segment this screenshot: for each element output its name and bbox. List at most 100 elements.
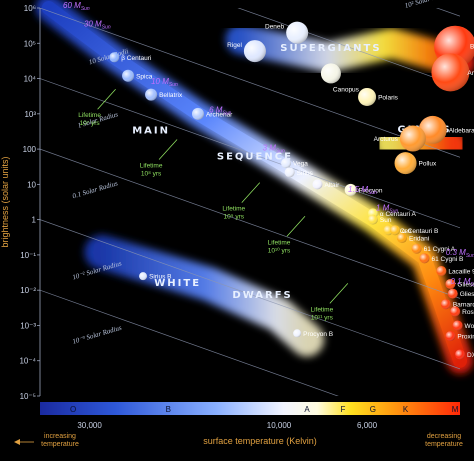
left-arrow-icon	[14, 439, 20, 445]
star-label: Sirius B	[149, 274, 171, 281]
star-pollux: Pollux	[394, 152, 437, 175]
solar-radius-lines	[40, 8, 460, 396]
star-label: Polaris	[378, 94, 399, 101]
star-label: Lacaille 9352	[448, 268, 474, 275]
star-shade	[396, 233, 407, 244]
y-tick-label: 10⁶	[24, 4, 36, 13]
lifetime-label: Lifetime	[140, 163, 163, 170]
star-polaris: Polaris	[358, 87, 399, 106]
star-label: Pollux	[419, 161, 437, 168]
star-shade	[284, 167, 295, 178]
star-label: 61 Cygni A	[424, 246, 456, 253]
star-barnard-s-star: Barnard's Star	[440, 299, 474, 310]
lifetime-pointer	[329, 283, 349, 304]
mass-value: 1 M	[376, 204, 390, 213]
x-tick-label: 30,000	[77, 421, 102, 430]
mass-value: 60 M	[63, 1, 81, 10]
supergiants-band	[225, 24, 474, 77]
mass-value: 3 M	[263, 144, 277, 153]
y-tick-label: 10⁻⁵	[20, 392, 36, 401]
star-ross-128: Ross 128	[450, 306, 474, 317]
star-shade	[411, 243, 422, 254]
star-proxima-centauri: Proxima Centauri	[445, 331, 474, 342]
y-tick-label: 10	[27, 180, 36, 189]
star-label: Wolf 359	[465, 323, 474, 330]
mass-label-3-m: 3 MSun	[263, 144, 285, 155]
star-label: Canopus	[333, 86, 360, 93]
star-label: β Centauri	[121, 55, 151, 62]
spectral-class-a: A	[304, 405, 310, 414]
mass-label-0-1-m: 0.1 MSun	[450, 277, 474, 288]
star-shade	[450, 306, 461, 317]
lifetime-pointer	[158, 139, 178, 160]
y-tick-label: 100	[23, 145, 37, 154]
mass-value: 0.3 M	[446, 248, 466, 257]
star-marks: Deneb Rigel Betelgeuse Antares Canopus Polari…	[109, 21, 474, 360]
star-label: Altair	[324, 182, 340, 189]
spectral-class-g: G	[370, 405, 376, 414]
star-shade	[293, 329, 302, 338]
mass-subscript: Sun	[169, 82, 178, 88]
mass-label-1-5-m: 1.5 MSun	[348, 185, 377, 196]
star-procyon: Procyon	[344, 183, 383, 196]
mass-subscript: Sun	[389, 209, 398, 215]
x-tick-label: 10,000	[267, 421, 292, 430]
star-label: DX Cancri	[467, 352, 474, 359]
star-centauri-b: α Centauri B	[390, 225, 438, 236]
y-tick-label: 10⁻¹	[20, 251, 36, 260]
mass-subscript: Sun	[368, 190, 377, 196]
star-shade	[191, 107, 204, 120]
star-61-cygni-b: 61 Cygni B	[419, 253, 464, 264]
lifetime-years: 10⁸ yrs	[141, 171, 162, 178]
star-shade	[281, 158, 292, 169]
radius-line-3	[40, 78, 460, 229]
star-shade	[390, 225, 401, 236]
spectral-class-k: K	[403, 405, 409, 414]
spectral-class-b: B	[166, 405, 171, 414]
left-note-line-1: increasing	[44, 433, 76, 440]
star-label: 61 Cygni B	[432, 256, 464, 263]
star-label: Betelgeuse	[470, 44, 474, 51]
star-shade	[394, 152, 417, 175]
lifetime-label: Lifetime	[78, 112, 101, 119]
star-eridani: Eridani	[396, 233, 429, 244]
star-shade	[344, 183, 357, 196]
lifetime-label: Lifetime	[310, 306, 333, 313]
star-arcturus: Arcturus	[374, 125, 426, 152]
star-shade	[431, 53, 470, 92]
star-label: Procyon	[359, 187, 383, 194]
lifetime-pointer	[97, 88, 116, 110]
mass-label-1-m: 1 MSun	[376, 204, 398, 215]
star-shade	[243, 40, 266, 63]
region-label-sequence: SEQUENCE	[217, 152, 293, 163]
spectral-class-o: O	[70, 405, 76, 414]
star-label: Archenar	[206, 111, 233, 118]
star-dx-cancri: DX Cancri	[455, 349, 474, 360]
right-note-line-1: decreasing	[427, 433, 461, 440]
y-axis: 10⁶ 10⁵ 10⁴ 10³ 100 10 1 10⁻¹ 10⁻² 10⁻³ 10⁻⁴ 10⁻⁵ br…	[0, 4, 41, 401]
star-label: Procyon B	[303, 331, 333, 338]
star-shade	[452, 320, 463, 331]
star-label: Vega	[293, 161, 308, 168]
star-antares: Antares	[431, 53, 474, 92]
mass-subscript: Sun	[81, 6, 90, 12]
mass-subscript: Sun	[222, 110, 231, 116]
star-label: Barnard's Star	[453, 302, 474, 309]
star-shade	[436, 265, 447, 276]
star-shade	[358, 87, 377, 106]
region-label-dwarfs: DWARFS	[232, 290, 292, 301]
star-gliese-725-a: Gliese 725 A	[445, 278, 474, 289]
radius-line-1	[237, 8, 460, 88]
star-label: Sirius	[297, 170, 314, 177]
star-label: Ross 128	[462, 309, 474, 316]
star-label: Eridani	[409, 236, 429, 243]
